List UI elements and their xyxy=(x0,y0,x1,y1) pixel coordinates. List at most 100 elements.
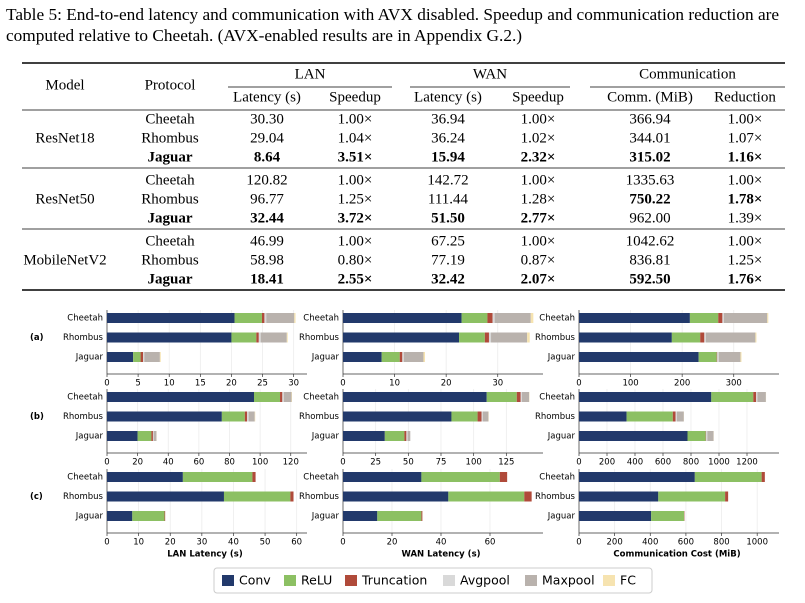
x-tick-label: 0 xyxy=(576,379,581,389)
table-cell: 96.77 xyxy=(250,191,284,207)
x-tick-label: 0 xyxy=(104,458,109,468)
bar-segment xyxy=(711,392,754,402)
table-cell: 1.16× xyxy=(728,149,763,165)
bar-segment xyxy=(151,431,153,441)
y-tick-label: Cheetah xyxy=(67,314,103,324)
bar-segment xyxy=(689,313,719,323)
table-cell: 1.39× xyxy=(728,210,763,226)
bar-segment xyxy=(718,313,723,323)
bar-segment xyxy=(421,511,423,521)
bar-segment xyxy=(403,352,424,362)
panel-label: (c) xyxy=(30,492,43,502)
legend-swatch xyxy=(284,575,296,586)
table-cell: 0.80× xyxy=(338,252,373,268)
bar-segment xyxy=(234,313,262,323)
y-tick-label: Cheetah xyxy=(539,473,575,483)
legend-label: Avgpool xyxy=(460,573,510,588)
table-protocol: Jaguar xyxy=(148,210,193,226)
bar-segment xyxy=(707,431,714,441)
bar-segment xyxy=(579,392,712,402)
table-model: ResNet18 xyxy=(35,130,94,146)
table-cell: 32.42 xyxy=(431,271,465,287)
table-protocol: Rhombus xyxy=(141,191,199,207)
x-tick-label: 200 xyxy=(674,379,690,389)
x-tick-label: 20 xyxy=(132,458,143,468)
bar-segment xyxy=(384,431,405,441)
bar-segment xyxy=(481,411,483,422)
table-cell: 1.00× xyxy=(728,172,763,188)
bar-segment xyxy=(527,332,530,343)
bar-segment xyxy=(579,411,627,422)
legend-swatch xyxy=(222,575,234,586)
bar-segment xyxy=(579,511,652,521)
table-protocol: Jaguar xyxy=(148,271,193,287)
x-tick-label: 800 xyxy=(713,538,729,548)
bar-segment xyxy=(248,411,255,422)
bar-segment xyxy=(152,431,154,441)
bar-segment xyxy=(107,472,183,482)
table-protocol: Cheetah xyxy=(145,172,195,188)
bar-segment xyxy=(264,313,267,323)
legend-swatch xyxy=(443,575,455,586)
table-cell: 750.22 xyxy=(629,191,670,207)
bar-segment xyxy=(132,511,165,521)
bar-segment xyxy=(579,472,695,482)
bar-segment xyxy=(107,313,235,323)
y-tick-label: Rhombus xyxy=(535,492,576,502)
x-tick-label: 0 xyxy=(104,538,109,548)
legend-label: FC xyxy=(620,573,636,588)
table-cell: 0.87× xyxy=(521,252,556,268)
table-cell: 2.55× xyxy=(338,271,373,287)
table-model: MobileNetV2 xyxy=(23,252,106,268)
y-tick-label: Jaguar xyxy=(311,353,340,363)
table-cell: 15.94 xyxy=(431,149,465,165)
y-tick-label: Rhombus xyxy=(299,492,340,502)
table-cell: 46.99 xyxy=(250,233,284,249)
y-tick-label: Rhombus xyxy=(535,333,576,343)
bar-segment xyxy=(283,392,292,402)
table-header: Speedup xyxy=(329,89,381,105)
x-tick-label: 0 xyxy=(576,538,581,548)
y-tick-label: Jaguar xyxy=(547,353,576,363)
bar-segment xyxy=(404,431,407,441)
y-tick-label: Jaguar xyxy=(547,432,576,442)
table-cell: 1.07× xyxy=(728,130,763,146)
bar-segment xyxy=(406,431,408,441)
x-tick-label: 20 xyxy=(387,538,398,548)
y-tick-label: Cheetah xyxy=(303,314,339,324)
panel-label: (b) xyxy=(30,412,44,422)
bar-segment xyxy=(343,332,460,343)
bar-segment xyxy=(658,491,726,502)
bar-segment xyxy=(402,352,404,362)
y-tick-label: Cheetah xyxy=(303,393,339,403)
bar-segment xyxy=(244,411,248,422)
bar-segment xyxy=(516,392,521,402)
table-protocol: Cheetah xyxy=(145,233,195,249)
bar-segment xyxy=(530,313,534,323)
bar-segment xyxy=(421,472,500,482)
table-cell: 1.00× xyxy=(521,172,556,188)
bar-segment xyxy=(252,472,256,482)
table-cell: 962.00 xyxy=(629,210,670,226)
x-tick-label: 40 xyxy=(163,458,174,468)
table-cell: 111.44 xyxy=(428,191,469,207)
bar-segment xyxy=(740,352,742,362)
table-cell: 1335.63 xyxy=(626,172,675,188)
bar-segment xyxy=(705,332,756,343)
table-header: Latency (s) xyxy=(414,89,482,105)
bar-segment xyxy=(343,352,382,362)
table-cell: 1.00× xyxy=(338,111,373,127)
bar-segment xyxy=(260,332,287,343)
y-tick-label: Jaguar xyxy=(75,353,104,363)
table-cell: 1.78× xyxy=(728,191,763,207)
bar-segment xyxy=(164,511,166,521)
bar-segment xyxy=(672,411,676,422)
table-cell: 36.24 xyxy=(431,130,465,146)
bar-segment xyxy=(258,332,261,343)
bar-segment xyxy=(343,431,385,441)
table-cell: 366.94 xyxy=(629,111,671,127)
bar-segment xyxy=(423,352,426,362)
x-tick-label: 1200 xyxy=(736,458,758,468)
bar-segment xyxy=(722,313,724,323)
